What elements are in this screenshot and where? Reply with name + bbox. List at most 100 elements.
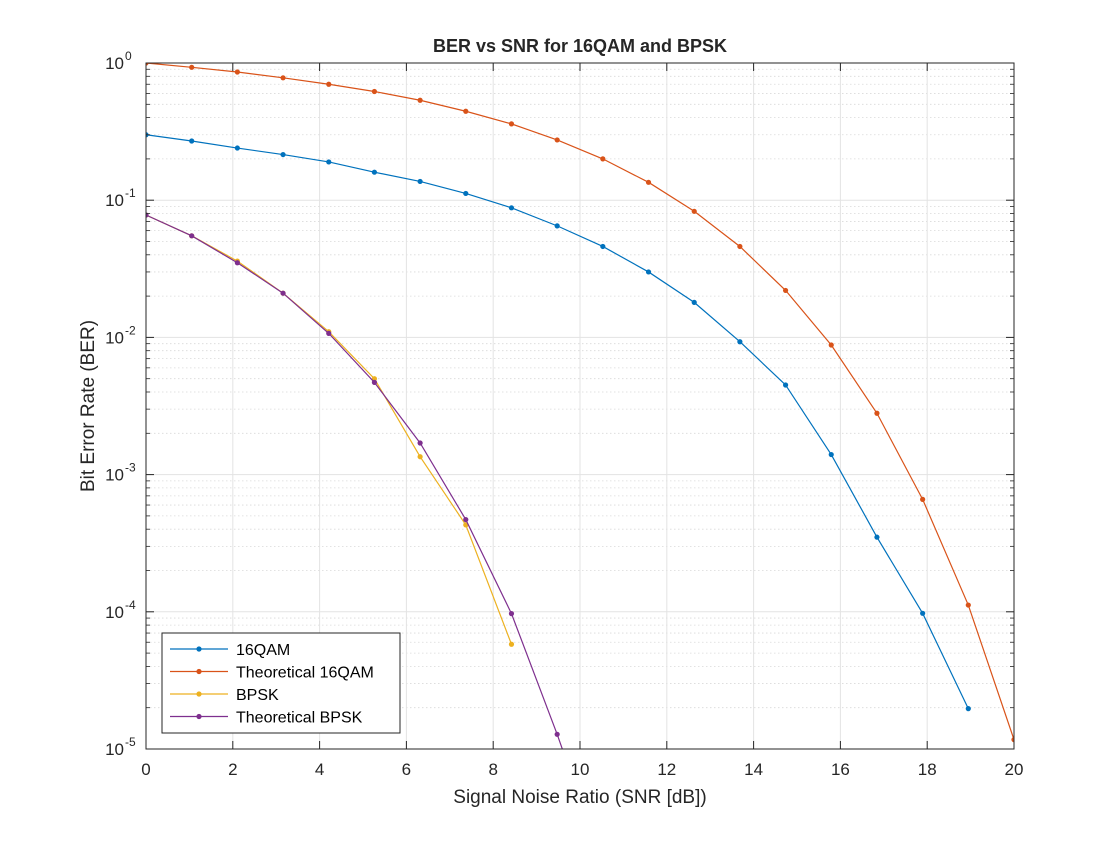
series-theoretical-bpsk	[146, 212, 563, 749]
y-tick-exponent: -1	[125, 186, 136, 200]
data-point	[417, 454, 423, 460]
data-point	[189, 64, 195, 70]
legend-label: BPSK	[236, 687, 279, 704]
data-point	[280, 151, 286, 158]
data-point	[234, 69, 240, 75]
y-tick-label: 10 -1	[105, 186, 136, 210]
x-tick-label: 16	[831, 760, 850, 779]
x-tick-label: 6	[402, 760, 411, 779]
data-point	[508, 121, 515, 127]
legend-item[interactable]: Theoretical BPSK	[170, 710, 363, 727]
y-tick-exponent: -5	[125, 735, 136, 749]
data-point	[874, 410, 880, 416]
x-tick-label: 18	[918, 760, 937, 779]
legend-label: Theoretical 16QAM	[236, 665, 374, 682]
legend-swatch-marker	[196, 646, 202, 652]
y-tick-label: 10 -2	[105, 323, 136, 347]
y-tick-label: 10 -3	[105, 461, 136, 485]
x-tick-label: 12	[657, 760, 676, 779]
y-tick-base: 10	[105, 328, 124, 347]
data-point	[920, 496, 926, 502]
legend-swatch-marker	[196, 713, 202, 720]
grid	[145, 62, 1015, 750]
data-point	[234, 260, 240, 266]
data-point	[554, 223, 560, 229]
data-point	[463, 108, 469, 114]
data-point	[920, 610, 926, 616]
y-tick-base: 10	[105, 466, 124, 485]
data-point	[189, 233, 195, 239]
data-point	[828, 451, 834, 458]
data-point	[371, 379, 378, 385]
data-point	[371, 376, 378, 382]
data-point	[234, 145, 240, 151]
ticks	[145, 62, 1015, 750]
data-point	[737, 339, 743, 345]
y-tick-label: 10 -4	[105, 598, 136, 622]
legend[interactable]: 16QAM Theoretical 16QAM BPSK Theoretical BP…	[161, 632, 401, 734]
data-point	[417, 97, 423, 103]
legend-label: Theoretical BPSK	[236, 710, 363, 727]
chart-title: BER vs SNR for 16QAM and BPSK	[433, 36, 727, 56]
x-tick-label: 0	[141, 760, 150, 779]
y-tick-base: 10	[105, 603, 124, 622]
data-point	[463, 190, 469, 197]
data-point	[554, 137, 560, 143]
data-point	[600, 243, 606, 250]
data-point	[1011, 737, 1014, 743]
y-tick-label: 10 -5	[105, 735, 136, 759]
x-tick-label: 4	[315, 760, 324, 779]
y-tick-exponent: 0	[125, 49, 132, 63]
data-point	[417, 440, 423, 446]
data-point	[782, 287, 789, 294]
x-axis-label: Signal Noise Ratio (SNR [dB])	[453, 787, 706, 808]
legend-label: 16QAM	[236, 642, 290, 659]
series-theoretical-16qam	[146, 63, 1014, 743]
data-point	[417, 178, 423, 185]
y-tick-label: 10 0	[105, 49, 132, 73]
data-point	[189, 138, 195, 144]
legend-swatch-marker	[196, 691, 202, 697]
y-tick-base: 10	[105, 54, 124, 73]
data-point	[508, 641, 515, 647]
data-point	[600, 156, 606, 162]
series-16qam	[146, 132, 971, 712]
data-point	[326, 159, 332, 165]
data-point	[508, 205, 515, 211]
legend-item[interactable]: 16QAM	[170, 642, 290, 659]
data-point	[874, 534, 880, 540]
data-point	[280, 290, 286, 296]
data-point	[463, 516, 469, 523]
data-point	[965, 602, 971, 608]
data-point	[782, 382, 789, 388]
legend-item[interactable]: Theoretical 16QAM	[170, 665, 374, 682]
data-point	[371, 88, 378, 95]
y-tick-exponent: -2	[125, 323, 136, 337]
series-layer	[146, 63, 1014, 749]
y-tick-exponent: -3	[125, 461, 136, 475]
x-tick-label: 2	[228, 760, 237, 779]
data-point	[737, 243, 743, 250]
x-tick-label: 14	[744, 760, 763, 779]
data-point	[371, 169, 378, 175]
x-tick-label: 20	[1005, 760, 1024, 779]
data-point	[508, 611, 515, 617]
data-point	[828, 342, 834, 348]
data-point	[645, 269, 652, 275]
legend-swatch-marker	[196, 668, 202, 675]
data-point	[146, 63, 149, 66]
legend-item[interactable]: BPSK	[170, 687, 279, 704]
y-tick-base: 10	[105, 740, 124, 759]
x-tick-label: 10	[571, 760, 590, 779]
data-point	[645, 179, 652, 185]
data-point	[965, 705, 971, 712]
data-point	[326, 81, 332, 87]
series-line	[146, 63, 1014, 740]
y-tick-exponent: -4	[125, 598, 136, 612]
y-axis-label: Bit Error Rate (BER)	[78, 320, 99, 492]
y-tick-base: 10	[105, 191, 124, 210]
data-point	[280, 75, 286, 81]
